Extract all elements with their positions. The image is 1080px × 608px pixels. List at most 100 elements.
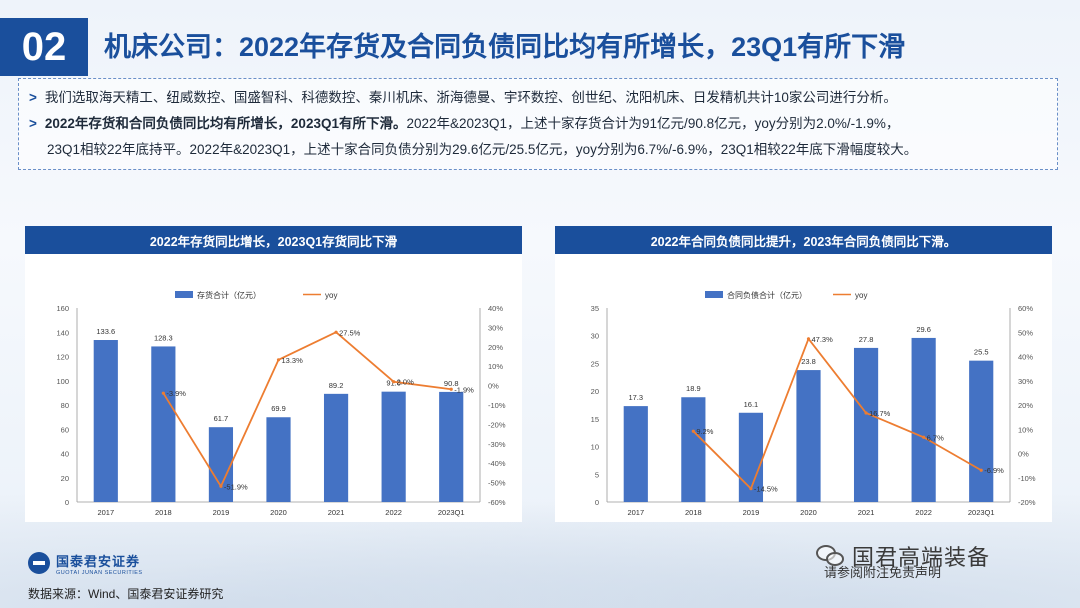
- y-right-tick-label: 60%: [1018, 304, 1033, 313]
- yoy-value-label: 6.7%: [927, 433, 944, 442]
- bar-2021: [853, 347, 879, 502]
- y-left-tick-label: 5: [595, 470, 599, 479]
- y-left-tick-label: 30: [591, 332, 599, 341]
- logo-mark-icon: [28, 552, 50, 574]
- yoy-value-label: -3.9%: [166, 389, 186, 398]
- section-number: 02: [0, 18, 88, 76]
- bullet-2-bold: 2022年存货和合同负债同比均有所增长，2023Q1有所下滑。: [44, 116, 407, 131]
- legend-bar-label: 存货合计（亿元）: [197, 290, 261, 300]
- yoy-point-2023Q1: [449, 387, 453, 391]
- bar-2021: [323, 393, 349, 502]
- yoy-line: [692, 336, 982, 491]
- y-left-tick-label: 0: [595, 498, 599, 507]
- bar-2017: [623, 406, 648, 502]
- inventory-chart-panel: 2022年存货同比增长，2023Q1存货同比下滑 存货合计（亿元） yoy 0 20 4…: [25, 226, 522, 522]
- x-tick-label: 2021: [328, 508, 345, 517]
- legend-bar-swatch: [705, 291, 723, 298]
- yoy-value-label: 47.3%: [812, 335, 834, 344]
- yoy-point-2019: [219, 484, 223, 488]
- y-left-tick-label: 10: [591, 443, 599, 452]
- yoy-line: [162, 331, 452, 489]
- y-right-tick-label: 40%: [488, 304, 503, 313]
- y-left-tick-label: 60: [61, 425, 69, 434]
- yoy-point-2022: [392, 380, 396, 384]
- inventory-chart: 存货合计（亿元） yoy 0 20 40 60 80 100 120 140 160 -60% -50%…: [25, 254, 522, 522]
- page-header: 02 机床公司：2022年存货及合同负债同比均有所增长，23Q1有所下滑: [0, 18, 1080, 76]
- contract-liability-chart-panel: 2022年合同负债同比提升，2023年合同负债同比下滑。 合同负债合计（亿元） y…: [555, 226, 1052, 522]
- bar-value-label: 27.8: [859, 335, 874, 344]
- disclaimer-note: 请参阅附注免责声明: [824, 565, 942, 580]
- legend-line-label: yoy: [325, 291, 337, 300]
- summary-bullet-1: > 我们选取海天精工、纽威数控、国盛智科、科德数控、秦川机床、浙海德曼、宇环数控、…: [29, 85, 1047, 111]
- y-left-tick-label: 100: [56, 377, 69, 386]
- y-right-tick-label: -20%: [1018, 498, 1036, 507]
- x-tick-label: 2021: [858, 508, 875, 517]
- x-tick-label: 2020: [800, 508, 817, 517]
- yoy-value-label: 27.5%: [339, 328, 361, 337]
- yoy-value-label: -14.5%: [754, 485, 778, 494]
- bullet-1-text: 我们选取海天精工、纽威数控、国盛智科、科德数控、秦川机床、浙海德曼、宇环数控、创…: [44, 90, 897, 105]
- yoy-point-2019: [749, 487, 753, 491]
- yoy-point-2021: [334, 330, 338, 334]
- bar-value-label: 89.2: [329, 381, 344, 390]
- page-title: 机床公司：2022年存货及合同负债同比均有所增长，23Q1有所下滑: [104, 32, 906, 62]
- y-left-tick-label: 0: [65, 498, 69, 507]
- x-tick-label: 2022: [915, 508, 932, 517]
- watermark: 国君高端装备: [816, 540, 990, 572]
- x-tick-label: 2017: [627, 508, 644, 517]
- yoy-value-label: 13.3%: [282, 356, 304, 365]
- y-right-tick-label: -30%: [488, 440, 506, 449]
- wechat-icon: [816, 543, 846, 569]
- bar-2018: [681, 397, 706, 502]
- y-right-tick-label: 40%: [1018, 353, 1033, 362]
- yoy-point-2020: [806, 337, 811, 341]
- bar-2017: [93, 340, 118, 502]
- yoy-point-2022: [922, 435, 926, 439]
- y-right-tick-label: -10%: [1018, 474, 1036, 483]
- y-left-tick-label: 20: [61, 474, 69, 483]
- y-right-tick-label: 20%: [488, 343, 503, 352]
- bar-2018: [151, 346, 176, 502]
- yoy-value-label: -1.9%: [454, 385, 474, 394]
- x-tick-label: 2019: [743, 508, 760, 517]
- y-right-tick-label: 0%: [488, 382, 499, 391]
- data-source: 数据来源：Wind、国泰君安证券研究: [28, 587, 224, 601]
- y-right-tick-label: -10%: [488, 401, 506, 410]
- bar-value-label: 17.3: [628, 393, 643, 402]
- yoy-point-2018: [691, 429, 695, 433]
- yoy-value-label: -6.9%: [984, 466, 1004, 475]
- summary-bullet-2: >2022年存货和合同负债同比均有所增长，2023Q1有所下滑。2022年&20…: [29, 111, 1047, 137]
- summary-box: > 我们选取海天精工、纽威数控、国盛智科、科德数控、秦川机床、浙海德曼、宇环数控、…: [18, 78, 1058, 170]
- x-tick-label: 2018: [685, 508, 702, 517]
- bar-2023Q1: [439, 391, 464, 502]
- x-tick-label: 2023Q1: [968, 508, 995, 517]
- y-right-tick-label: 10%: [1018, 425, 1033, 434]
- yoy-value-label: -51.9%: [224, 482, 248, 491]
- y-left-tick-label: 15: [591, 415, 599, 424]
- y-right-tick-label: 50%: [1018, 328, 1033, 337]
- bar-value-label: 23.8: [801, 357, 816, 366]
- logo-name-en: GUOTAI JUNAN SECURITIES: [56, 569, 143, 576]
- y-left-tick-label: 20: [591, 387, 599, 396]
- yoy-value-label: 9.2%: [696, 427, 713, 436]
- legend-bar-swatch: [175, 291, 193, 298]
- y-right-tick-label: 0%: [1018, 450, 1029, 459]
- bar-value-label: 29.6: [916, 325, 931, 334]
- y-right-tick-label: -40%: [488, 459, 506, 468]
- y-left-tick-label: 140: [56, 328, 69, 337]
- bar-value-label: 128.3: [154, 333, 173, 342]
- legend-bar-label: 合同负债合计（亿元）: [727, 290, 807, 300]
- y-right-tick-label: 10%: [488, 362, 503, 371]
- x-tick-label: 2023Q1: [438, 508, 465, 517]
- y-left-tick-label: 160: [56, 304, 69, 313]
- yoy-value-label: 16.7%: [869, 409, 891, 418]
- x-tick-label: 2020: [270, 508, 287, 517]
- x-tick-label: 2022: [385, 508, 402, 517]
- bar-2020: [796, 370, 821, 502]
- yoy-point-2023Q1: [979, 468, 983, 472]
- bar-value-label: 16.1: [744, 400, 759, 409]
- y-right-tick-label: 30%: [1018, 377, 1033, 386]
- y-left-tick-label: 35: [591, 304, 599, 313]
- bar-2022: [911, 337, 936, 502]
- y-right-tick-label: 30%: [488, 323, 503, 332]
